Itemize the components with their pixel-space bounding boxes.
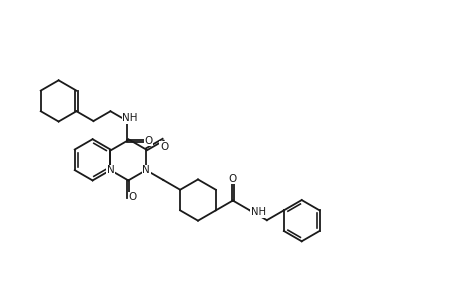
Text: NH: NH — [122, 113, 137, 123]
Text: O: O — [228, 174, 236, 184]
Text: N: N — [142, 165, 150, 175]
Text: O: O — [144, 136, 152, 146]
Text: NH: NH — [250, 207, 265, 217]
Text: O: O — [160, 142, 168, 152]
Text: O: O — [129, 192, 136, 202]
Text: N: N — [106, 165, 114, 175]
